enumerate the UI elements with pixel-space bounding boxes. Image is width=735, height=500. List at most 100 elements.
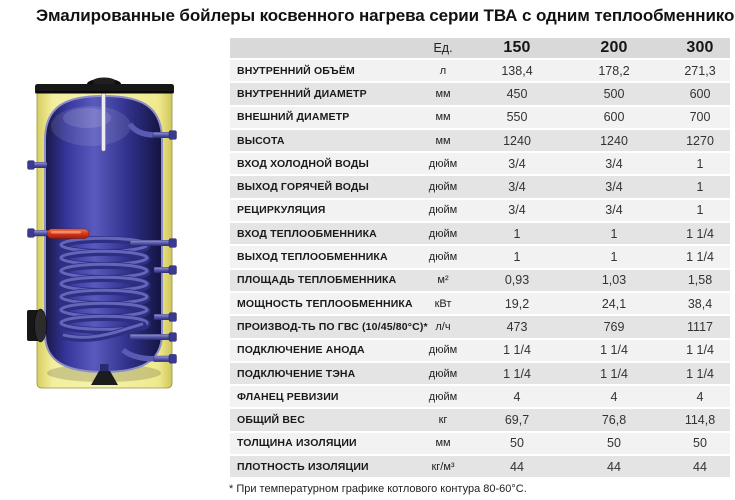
row-value-200: 178,2 (598, 63, 630, 78)
row-unit: мм (435, 437, 451, 450)
row-unit: мм (435, 134, 451, 147)
row-value-300: 1 1/4 (686, 343, 714, 358)
row-value-300: 1,58 (687, 273, 713, 288)
row-label: ВНУТРЕННИЙ ОБЪЁМ (237, 64, 355, 77)
row-value-300: 44 (693, 459, 707, 474)
pipe-stub-right-lower (153, 312, 177, 322)
footnote: * При температурном графике котлового ко… (229, 483, 527, 495)
row-unit: дюйм (428, 181, 458, 194)
row-unit: л (439, 64, 447, 77)
row-value-300: 1270 (686, 133, 714, 148)
row-value-300: 600 (689, 86, 711, 101)
dome-highlight (63, 108, 111, 128)
spec-table: Ед. 150 200 300 ВНУТРЕННИЙ ОБЪЁМ л 138,4 17… (230, 38, 730, 479)
row-unit: дюйм (428, 251, 458, 264)
table-row: ВНУТРЕННИЙ ОБЪЁМ л 138,4 178,2 271,3 (230, 60, 730, 82)
model-header-150: 150 (503, 39, 531, 56)
table-row: ПОДКЛЮЧЕНИЕ ТЭНА дюйм 1 1/4 1 1/4 1 1/4 (230, 362, 730, 385)
row-value-200: 76,8 (601, 413, 627, 428)
row-label: ФЛАНЕЦ РЕВИЗИИ (237, 390, 339, 403)
row-value-150: 473 (506, 319, 528, 334)
table-row: ПЛОЩАДЬ ТЕПЛОБМЕННИКА м² 0,93 1,03 1,58 (230, 269, 730, 291)
row-value-200: 500 (603, 86, 625, 101)
row-value-200: 3/4 (605, 203, 623, 218)
row-label: МОЩНОСТЬ ТЕПЛООБМЕННИКА (237, 297, 413, 310)
row-value-300: 1 1/4 (686, 366, 714, 381)
row-unit: дюйм (428, 390, 458, 403)
row-unit: мм (435, 87, 451, 100)
row-value-200: 1240 (600, 133, 628, 148)
row-value-200: 1 (610, 226, 618, 241)
row-label: ОБЩИЙ ВЕС (237, 414, 305, 427)
row-value-150: 1 1/4 (503, 343, 531, 358)
heat-exchanger-coil (57, 236, 151, 342)
row-label: ПЛОЩАДЬ ТЕПЛОБМЕННИКА (237, 274, 397, 287)
row-value-300: 1 (696, 156, 704, 171)
row-label: ВХОД ТЕПЛООБМЕННИКА (237, 227, 377, 240)
row-unit: мм (435, 111, 451, 124)
hx-inlet-pipe (129, 238, 177, 248)
spec-rows: ВНУТРЕННИЙ ОБЪЁМ л 138,4 178,2 271,3 ВНУТРЕНН… (230, 60, 730, 478)
unit-column-header: Ед. (433, 41, 453, 55)
row-value-300: 4 (696, 389, 704, 404)
heating-element (27, 228, 90, 239)
row-value-200: 4 (610, 389, 618, 404)
row-value-300: 700 (689, 110, 711, 125)
row-value-200: 1 1/4 (600, 366, 628, 381)
row-label: ВЫХОД ГОРЯЧЕЙ ВОДЫ (237, 181, 369, 194)
row-value-150: 3/4 (508, 203, 526, 218)
model-header-300: 300 (686, 39, 714, 56)
table-row: ВЫХОД ГОРЯЧЕЙ ВОДЫ дюйм 3/4 3/4 1 (230, 176, 730, 198)
row-unit: м² (437, 274, 449, 287)
table-row: ФЛАНЕЦ РЕВИЗИИ дюйм 4 4 4 (230, 386, 730, 408)
row-value-150: 450 (506, 86, 528, 101)
page-title: Эмалированные бойлеры косвенного нагрева… (36, 6, 735, 25)
row-value-200: 3/4 (605, 180, 623, 195)
table-row: ОБЩИЙ ВЕС кг 69,7 76,8 114,8 (230, 409, 730, 431)
row-unit: кВт (434, 297, 452, 310)
table-row: ВЫХОД ТЕПЛООБМЕННИКА дюйм 1 1 1 1/4 (230, 246, 730, 268)
row-label: ТОЛЩИНА ИЗОЛЯЦИИ (237, 437, 357, 450)
table-header-row: Ед. 150 200 300 (230, 38, 730, 58)
table-row: ПОДКЛЮЧЕНИЕ АНОДА дюйм 1 1/4 1 1/4 1 1/4 (230, 339, 730, 361)
table-row: ПЛОТНОСТЬ ИЗОЛЯЦИИ кг/м³ 44 44 44 (230, 456, 730, 478)
row-label: ПОДКЛЮЧЕНИЕ АНОДА (237, 344, 365, 357)
pipe-stub-left (27, 160, 48, 170)
row-value-300: 1 1/4 (686, 226, 714, 241)
row-value-200: 1 (610, 250, 618, 265)
boiler-cutaway-illustration (27, 77, 177, 389)
row-value-200: 50 (607, 436, 621, 451)
row-unit: дюйм (428, 344, 458, 357)
inspection-flange (27, 308, 47, 343)
row-unit: кг/м³ (431, 460, 455, 473)
row-value-300: 1 1/4 (686, 250, 714, 265)
row-unit: дюйм (428, 227, 458, 240)
row-value-150: 3/4 (508, 156, 526, 171)
row-value-200: 24,1 (601, 296, 627, 311)
table-row: ВЫСОТА мм 1240 1240 1270 (230, 129, 730, 152)
row-value-150: 1 (513, 226, 521, 241)
table-row: МОЩНОСТЬ ТЕПЛООБМЕННИКА кВт 19,2 24,1 38,4 (230, 292, 730, 315)
row-value-300: 114,8 (684, 413, 716, 428)
row-value-300: 50 (693, 436, 707, 451)
model-header-200: 200 (600, 39, 628, 56)
row-label: ВНЕШНИЙ ДИАМЕТР (237, 111, 350, 124)
row-unit: дюйм (428, 204, 458, 217)
row-unit: дюйм (428, 157, 458, 170)
row-value-150: 550 (506, 110, 528, 125)
table-row: ВХОД ХОЛОДНОЙ ВОДЫ дюйм 3/4 3/4 1 (230, 153, 730, 175)
row-value-150: 1 (513, 250, 521, 265)
table-row: ТОЛЩИНА ИЗОЛЯЦИИ мм 50 50 50 (230, 432, 730, 455)
table-row: ВНУТРЕННИЙ ДИАМЕТР мм 450 500 600 (230, 83, 730, 105)
row-label: ВХОД ХОЛОДНОЙ ВОДЫ (237, 157, 369, 170)
row-value-300: 38,4 (687, 296, 713, 311)
row-value-150: 1240 (503, 133, 531, 148)
row-label: ВЫСОТА (237, 134, 285, 147)
row-value-150: 1 1/4 (503, 366, 531, 381)
row-value-150: 0,93 (504, 273, 530, 288)
table-row: РЕЦИРКУЛЯЦИЯ дюйм 3/4 3/4 1 (230, 199, 730, 222)
row-value-300: 1117 (687, 319, 713, 334)
row-unit: кг (438, 414, 448, 427)
row-value-150: 69,7 (504, 413, 530, 428)
